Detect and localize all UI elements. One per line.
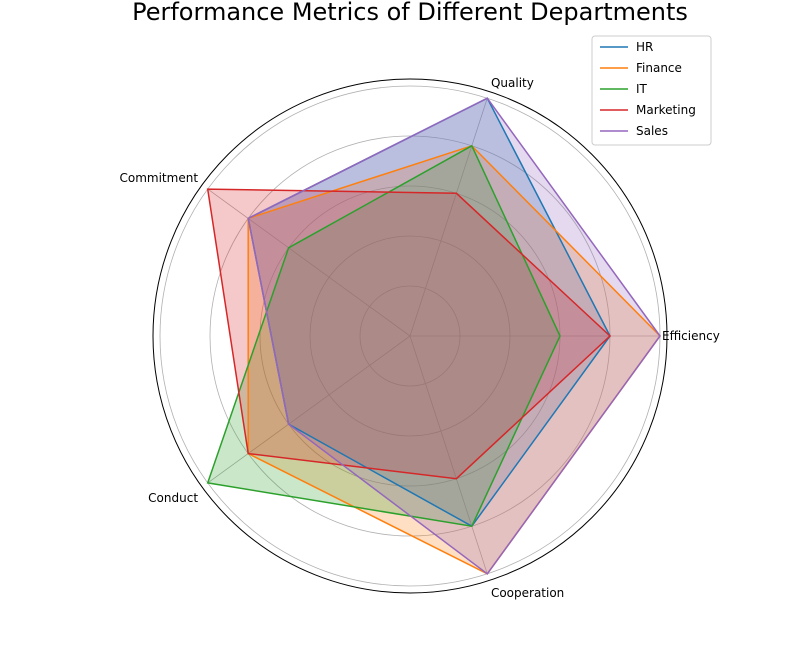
axis-label-commitment: Commitment: [120, 171, 199, 185]
axis-label-conduct: Conduct: [148, 491, 198, 505]
axis-label-quality: Quality: [491, 76, 534, 90]
legend-label-finance: Finance: [636, 61, 682, 75]
legend-box: [591, 35, 712, 146]
spoke-conduct: [207, 335, 411, 484]
series-fill-finance: [248, 145, 660, 574]
legend-label-sales: Sales: [636, 124, 668, 138]
series-line-marketing: [206, 188, 612, 480]
axis-label-cooperation: Cooperation: [491, 586, 564, 600]
series-lines: [206, 97, 661, 575]
series-line-sales: [247, 97, 661, 575]
legend-label-hr: HR: [636, 40, 653, 54]
spoke-quality: [409, 98, 488, 337]
spoke-commitment: [207, 188, 411, 337]
series-line-it: [206, 144, 561, 528]
legend-label-it: IT: [636, 82, 648, 96]
spoke-cooperation: [409, 335, 488, 574]
series-fill-it: [207, 145, 560, 527]
series-fill-marketing: [207, 189, 610, 479]
polar-frame: [152, 78, 668, 594]
chart-title: Performance Metrics of Different Departm…: [132, 0, 688, 26]
series-fill-sales: [248, 98, 660, 574]
axis-label-efficiency: Efficiency: [662, 329, 720, 343]
axis-labels: Efficiency Quality Commitment Conduct Cooper…: [120, 76, 720, 600]
legend: HR Finance IT Marketing Sales: [591, 35, 712, 146]
legend-label-marketing: Marketing: [636, 103, 696, 117]
series-fills: [207, 98, 660, 574]
